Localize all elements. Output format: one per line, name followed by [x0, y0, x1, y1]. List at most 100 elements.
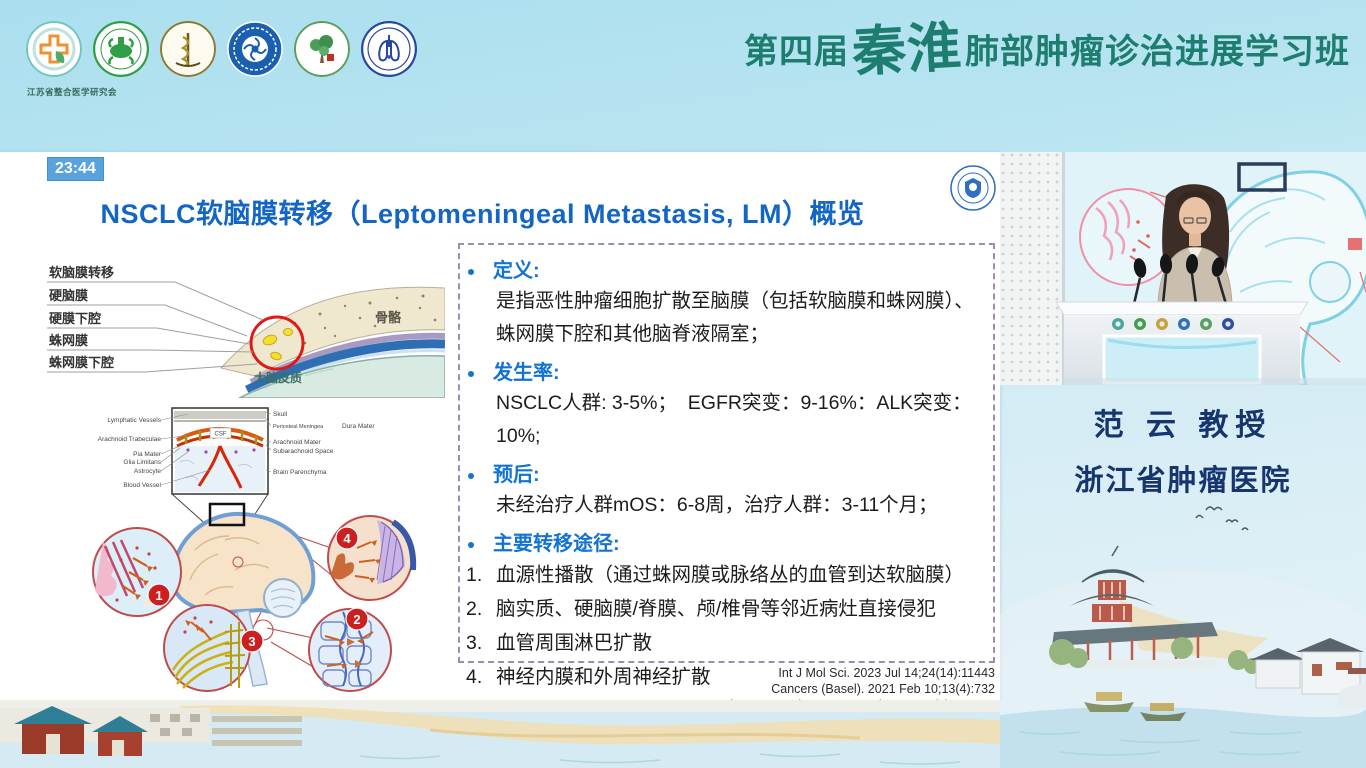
mid-left-label-4: Astrocyte: [134, 468, 161, 475]
route-text: 神经内膜和外周神经扩散: [496, 666, 711, 688]
callout-number-2: 2: [353, 612, 360, 627]
section-incidence-body: NSCLC人群: 3-5%； EGFR突变：9-16%：ALK突变：10%;: [496, 392, 972, 447]
mid-left-label-2: Pia Mater: [133, 451, 162, 458]
riverside-houses-shape: [1250, 638, 1366, 708]
route-number: 3.: [466, 632, 483, 654]
tumor-cells-highlight: [249, 315, 305, 371]
layer-label-0: 软脑膜转移: [49, 265, 114, 280]
section-prognosis: 预后:: [466, 462, 983, 489]
meninges-detail-diagram: Lymphatic Vessels Arachnoid Trabeculae P…: [98, 407, 375, 529]
bullet-dot-icon: [468, 472, 474, 479]
anticancer-association-logo-icon: [93, 21, 149, 77]
mid-left-label-0: Lymphatic Vessels: [107, 417, 161, 424]
callout-3-perivascular: [163, 604, 251, 692]
meninges-layers-diagram: 软脑膜转移 硬脑膜 硬膜下腔 蛛网膜 蛛网膜下腔 骨骼 大脑皮质: [47, 265, 445, 398]
mid-left-label-5: Blood Vessel: [123, 482, 161, 489]
mid-right-label-2: Dura Mater: [342, 423, 375, 430]
section-heading: 预后:: [493, 464, 540, 486]
presenter-video-feed[interactable]: [1000, 152, 1366, 385]
presentation-slide: 23:44 NSCLC软脑膜转移（Leptomeningeal Metastas…: [0, 152, 1000, 712]
section-prognosis-body: 未经治疗人群mOS：6-8周，治疗人群：3-11个月；: [496, 494, 938, 516]
backdrop-slide-screen: [1079, 162, 1366, 385]
mid-right-label-4: Subarachnoid Space: [273, 448, 334, 455]
csf-label: CSF: [215, 432, 227, 438]
section-definition: 定义:: [466, 258, 983, 285]
organizer-logo-row: [26, 21, 417, 77]
layer-label-3: 蛛网膜: [49, 333, 88, 348]
microphones: [1132, 254, 1228, 305]
bullet-dot-icon: [468, 541, 474, 548]
event-title: 第四届 秦淮 肺部肿瘤诊治进展学习班: [744, 13, 1350, 84]
detail-box: [171, 407, 269, 495]
route-item: 3. 血管周围淋巴扩散: [466, 626, 983, 660]
route-number: 4.: [466, 666, 483, 688]
recording-timestamp-badge: 23:44: [47, 157, 104, 181]
mid-right-label-0: Skull: [273, 411, 288, 418]
cancer-hospital-logo-icon: [294, 21, 350, 77]
route-text: 脑实质、硬脑膜/脊膜、颅/椎骨等邻近病灶直接侵犯: [496, 598, 936, 620]
hospital-emblem-icon: [950, 165, 996, 211]
mid-right-label-3: Arachnoid Mater: [273, 439, 322, 446]
route-item: 2. 脑实质、硬脑膜/脊膜、颅/椎骨等邻近病灶直接侵犯: [466, 592, 983, 626]
section-incidence: 发生率:: [466, 360, 983, 387]
route-number: 1.: [466, 564, 483, 586]
speaker-affiliation: 浙江省肿瘤医院: [1074, 465, 1292, 497]
event-title-script: 秦淮: [850, 13, 964, 84]
layer-label-lines: [47, 281, 264, 373]
speaker-name: 范 云 教授: [1093, 409, 1273, 442]
bullet-dot-icon: [468, 370, 474, 377]
callout-number-4: 4: [343, 531, 351, 546]
route-item: 4. 神经内膜和外周神经扩散: [466, 660, 983, 694]
event-title-prefix: 第四届: [744, 33, 849, 71]
mid-right-label-1: Periosteal Meningea: [273, 424, 324, 430]
layer-label-4: 蛛网膜下腔: [49, 355, 114, 370]
callout-1-hematogenous: [92, 527, 182, 617]
chest-hospital-logo-icon: [361, 21, 417, 77]
section-heading: 主要转移途径:: [493, 533, 620, 555]
organizer-name-label: 江苏省整合医学研究会: [26, 87, 117, 97]
podium-logo-row: [1112, 318, 1234, 330]
integrative-medicine-society-logo-icon: [26, 21, 82, 77]
slide-content-box: 定义: 是指恶性肿瘤细胞扩散至脑膜（包括软脑膜和蛛网膜）、蛛网膜下腔和其他脑脊液…: [458, 243, 995, 688]
callout-number-3: 3: [248, 634, 255, 649]
callout-number-1: 1: [155, 588, 162, 603]
metastasis-routes-diagram: 1 4 3 2: [92, 502, 417, 692]
bullet-dot-icon: [468, 268, 474, 275]
section-heading: 发生率:: [493, 362, 560, 384]
route-text: 血管周围淋巴扩散: [496, 632, 653, 654]
boats-shape: [1084, 692, 1186, 721]
section-routes: 主要转移途径:: [466, 531, 983, 558]
citation-line: Cancers (Basel). 2021 Feb 10;13(4):732: [771, 682, 995, 696]
citation-line: Int J Mol Sci. 2023 Jul 14;24(14):11443: [778, 666, 995, 680]
presenter-person: [1157, 184, 1233, 305]
event-title-suffix: 肺部肿瘤诊治进展学习班: [965, 33, 1350, 71]
mid-right-label-5: Brain Parenchyma: [273, 469, 327, 476]
birds-decoration-icon: [1195, 506, 1249, 531]
slide-title: NSCLC软脑膜转移（Leptomeningeal Metastasis, LM…: [100, 199, 865, 229]
cortex-shape: [238, 355, 445, 398]
route-number: 2.: [466, 598, 483, 620]
section-heading: 定义:: [493, 260, 540, 282]
bone-label: 骨骼: [375, 310, 402, 325]
old-town-houses-shape: [0, 706, 302, 756]
callout-2-direct-invasion: [308, 608, 392, 692]
route-text: 血源性播散（通过蛛网膜或脉络丛的血管到达软脑膜）: [496, 564, 965, 586]
mid-left-label-3: Glia Limitans: [123, 459, 161, 466]
section-definition-body: 是指恶性肿瘤细胞扩散至脑膜（包括软脑膜和蛛网膜）、蛛网膜下腔和其他脑脊液隔室；: [496, 290, 974, 345]
provincial-hospital-logo-icon: [227, 21, 283, 77]
layer-label-2: 硬膜下腔: [49, 311, 101, 326]
pavilion-shape: [1052, 545, 1218, 668]
detail-connector-lines: [160, 411, 272, 486]
cortex-label: 大脑皮质: [254, 370, 302, 385]
curtain: [1000, 152, 1065, 385]
speaker-info: 范 云 教授 浙江省肿瘤医院: [1000, 400, 1366, 499]
callout-number-badges: 1 4 3 2: [147, 526, 369, 653]
layer-label-1: 硬脑膜: [49, 288, 88, 303]
qinhuai-pagoda-illustration: [1000, 545, 1366, 768]
route-item: 1. 血源性播散（通过蛛网膜或脉络丛的血管到达软脑膜）: [466, 558, 983, 592]
riverside-bottom-illustration: [0, 700, 1000, 768]
podium: [1055, 301, 1366, 385]
mid-left-label-1: Arachnoid Trabeculae: [98, 436, 162, 443]
geriatrics-society-logo-icon: [160, 21, 216, 77]
